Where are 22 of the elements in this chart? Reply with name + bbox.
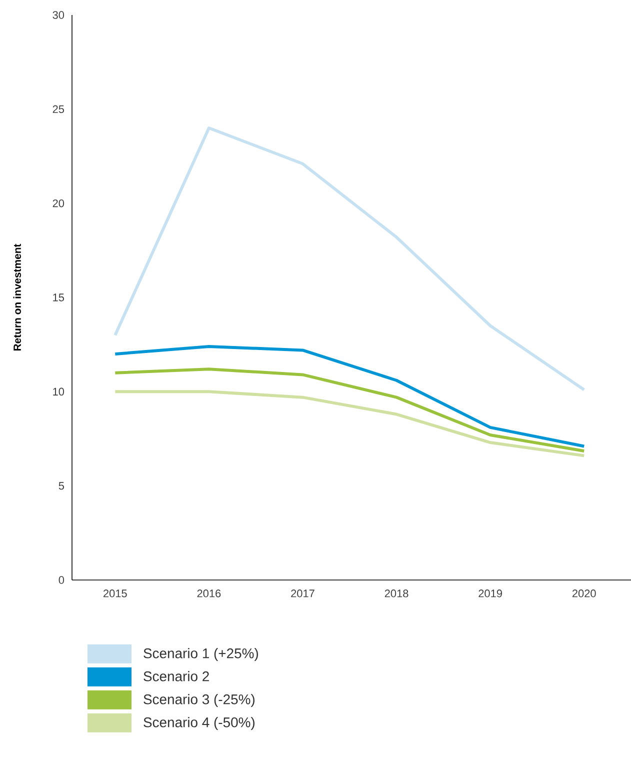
y-tick-label: 10 — [53, 388, 64, 396]
y-tick-label: 30 — [52, 11, 64, 19]
line-series — [114, 390, 586, 458]
legend-label: Scenario 4 (-50%) — [144, 717, 254, 730]
x-tick-label: 2015 — [104, 590, 127, 598]
y-tick-label: 25 — [52, 105, 64, 114]
legend-label: Scenario 2 — [144, 671, 209, 682]
x-tick-label: 2019 — [478, 590, 502, 598]
x-tick-label: 2018 — [384, 590, 408, 598]
x-tick-label: 2017 — [291, 590, 314, 598]
y-tick-label: 20 — [52, 199, 64, 208]
x-tick-label: 2016 — [197, 590, 221, 598]
line-series — [114, 126, 586, 392]
y-tick-label: 0 — [58, 576, 64, 584]
legend-label: Scenario 1 (+25%) — [144, 648, 258, 662]
legend-label: Scenario 3 (-25%) — [144, 694, 254, 708]
y-tick-label: 15 — [53, 294, 64, 302]
y-tick-label: 5 — [58, 482, 64, 490]
line-series — [114, 368, 586, 452]
y-axis-title: Return on investment — [13, 244, 21, 351]
x-tick-label: 2020 — [572, 590, 596, 598]
line-series — [114, 344, 586, 448]
